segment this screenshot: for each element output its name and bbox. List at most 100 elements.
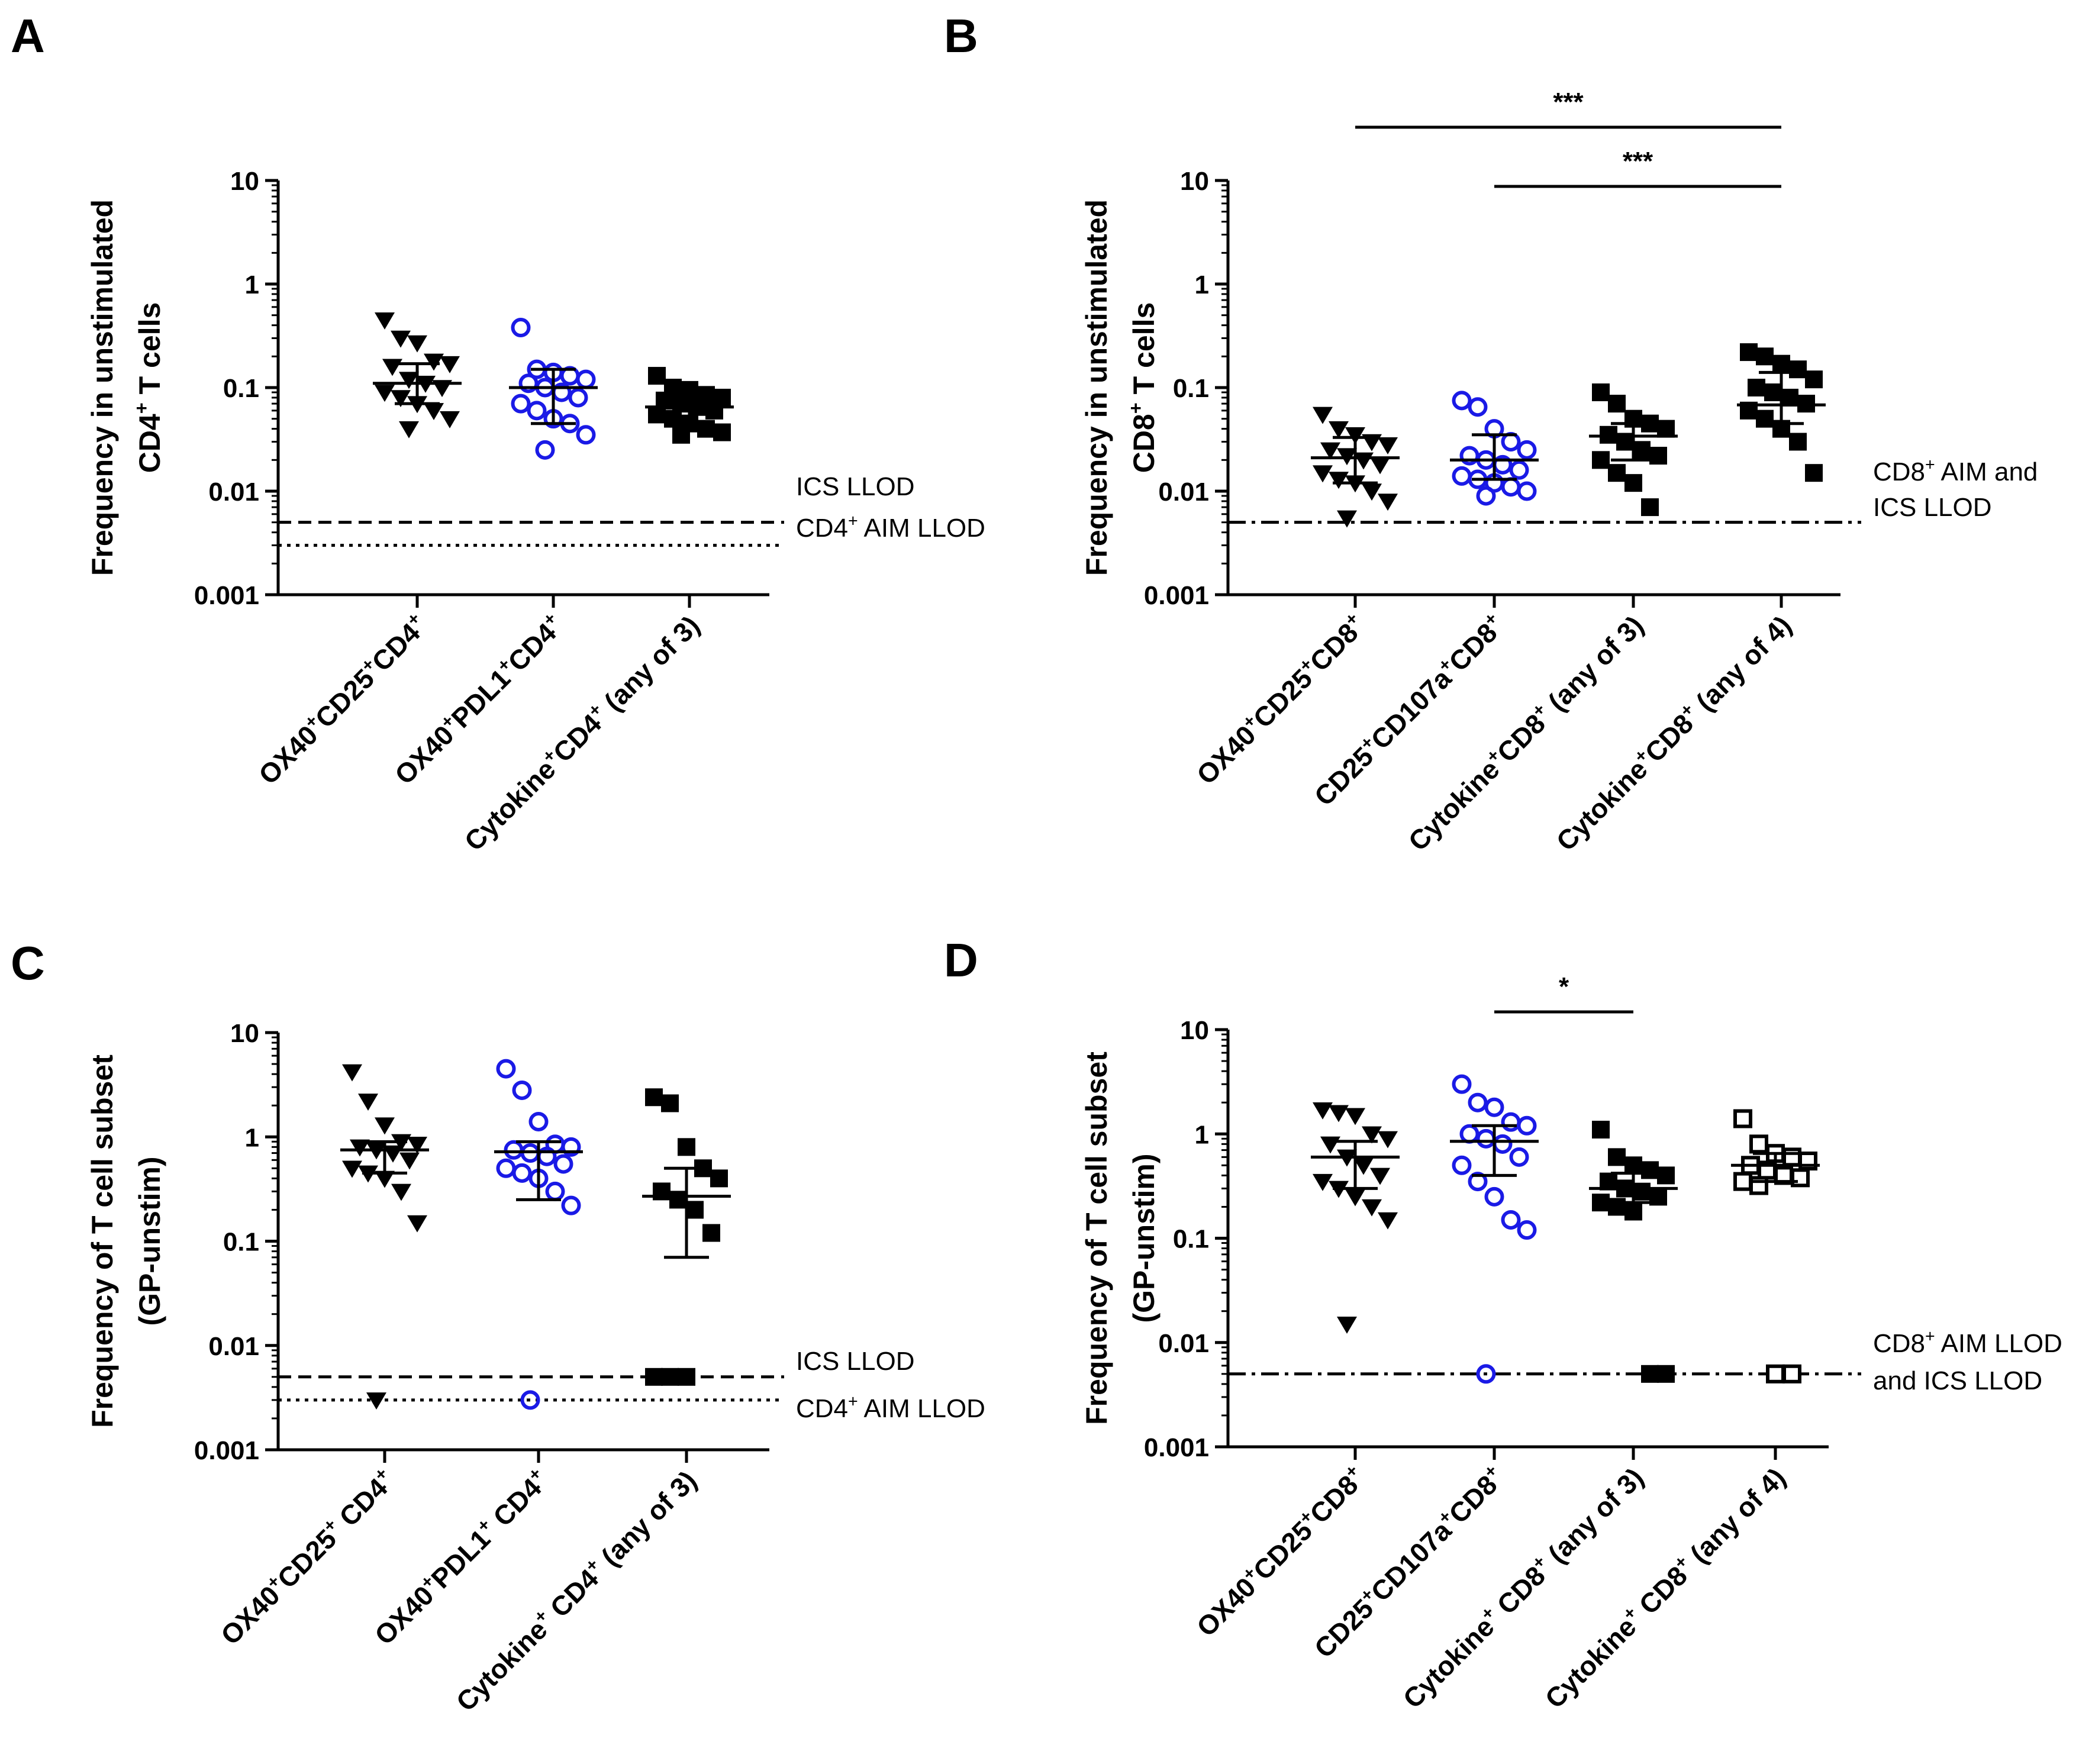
y-tick-label: 10 (1180, 1016, 1209, 1045)
data-point (645, 1368, 663, 1386)
data-point (1337, 510, 1357, 528)
data-point (1476, 486, 1496, 506)
data-point (1517, 1220, 1537, 1240)
series-2 (1450, 1074, 1539, 1384)
significance-label: * (1559, 972, 1569, 1001)
data-point (1452, 1074, 1472, 1094)
data-point (528, 1111, 549, 1131)
y-tick-label: 0.01 (208, 1332, 259, 1361)
data-point (1633, 1182, 1651, 1201)
data-point (1452, 391, 1472, 411)
data-point (705, 401, 723, 420)
data-point (1633, 441, 1651, 459)
data-point (1362, 483, 1382, 501)
data-point (1378, 494, 1398, 511)
data-point (1476, 1364, 1496, 1384)
data-point (1329, 421, 1349, 438)
data-point (1313, 1173, 1333, 1191)
panel-letter: C (11, 937, 45, 989)
data-point (1608, 395, 1626, 413)
data-point (1624, 1156, 1642, 1175)
data-point (561, 1195, 581, 1215)
data-point (1641, 498, 1659, 517)
data-point (1641, 1161, 1659, 1179)
data-point (399, 372, 419, 389)
data-point (1493, 1134, 1513, 1154)
series-4 (1731, 1109, 1820, 1384)
data-point (710, 1169, 728, 1188)
data-point (1362, 1126, 1382, 1144)
data-point (407, 1215, 427, 1233)
y-tick-label: 0.001 (194, 581, 259, 610)
y-tick-label: 0.001 (1144, 1433, 1209, 1462)
x-tick-label: Cytokine+​ CD8+​ (any of 4) (1538, 1461, 1791, 1714)
y-tick-label: 10 (230, 167, 259, 196)
data-point (1748, 379, 1765, 396)
data-point (1345, 1108, 1365, 1126)
data-point (1641, 1365, 1659, 1383)
llod-label: CD8+​ AIM LLOD (1873, 1327, 2062, 1358)
data-point (511, 394, 531, 414)
y-axis-label: Frequency in unstimulated (86, 199, 119, 576)
data-point (702, 1224, 720, 1242)
significance-label: *** (1553, 88, 1584, 117)
y-axis-label: Frequency in unstimulated (1080, 199, 1113, 576)
significance-label: *** (1623, 147, 1653, 176)
data-point (375, 385, 395, 402)
data-point (553, 1154, 573, 1174)
y-tick-label: 1 (245, 270, 259, 299)
data-point (1345, 1189, 1365, 1207)
data-point (1733, 1109, 1752, 1128)
data-point (545, 1181, 565, 1201)
series-2 (509, 318, 598, 460)
data-point (1501, 1210, 1521, 1230)
y-axis-label-line2: (GP-unstim) (1127, 1153, 1161, 1323)
data-point (1733, 1172, 1752, 1191)
llod-label: CD8+​ AIM and (1873, 455, 2038, 486)
panel-letter: D (944, 934, 978, 986)
data-point (342, 1160, 362, 1178)
data-point (496, 1059, 516, 1079)
y-tick-label: 1 (1195, 270, 1209, 299)
data-point (375, 312, 395, 330)
y-axis-label: Frequency of T cell subset (1080, 1052, 1113, 1425)
data-point (1789, 433, 1807, 451)
data-point (1484, 1097, 1504, 1117)
data-point (496, 1158, 516, 1178)
data-point (1608, 464, 1626, 482)
data-point (576, 369, 596, 389)
llod-label: ICS LLOD (796, 1347, 915, 1376)
x-tick-label: Cytokine+​CD8+​ (any of 4) (1549, 609, 1797, 857)
data-point (1592, 451, 1610, 469)
data-point (1370, 457, 1390, 475)
data-point (407, 335, 427, 353)
y-tick-label: 0.1 (223, 1228, 259, 1257)
data-point (1517, 440, 1537, 460)
data-point (391, 330, 411, 348)
panel-letter: A (11, 9, 45, 62)
series-1 (1311, 1102, 1400, 1334)
data-point (1501, 1112, 1521, 1132)
data-point (511, 318, 531, 338)
panel-d: D Frequency of T cell subset (GP-unstim) 10… (944, 934, 2062, 1714)
data-point (1362, 1199, 1382, 1217)
y-tick-label: 0.1 (1173, 1225, 1209, 1254)
series-3 (1589, 1120, 1678, 1383)
data-point (1649, 447, 1667, 465)
data-point (382, 359, 402, 376)
data-point (424, 403, 444, 420)
data-point (1329, 472, 1349, 489)
series-2 (1450, 391, 1539, 506)
series-1 (340, 1064, 429, 1410)
y-tick-label: 10 (230, 1019, 259, 1048)
data-point (375, 1117, 395, 1135)
data-point (1468, 397, 1488, 417)
data-point (1766, 1364, 1785, 1384)
data-point (399, 1152, 420, 1170)
data-point (1468, 1092, 1488, 1112)
data-point (512, 1080, 532, 1100)
data-point (440, 356, 460, 373)
y-tick-label: 10 (1180, 167, 1209, 196)
